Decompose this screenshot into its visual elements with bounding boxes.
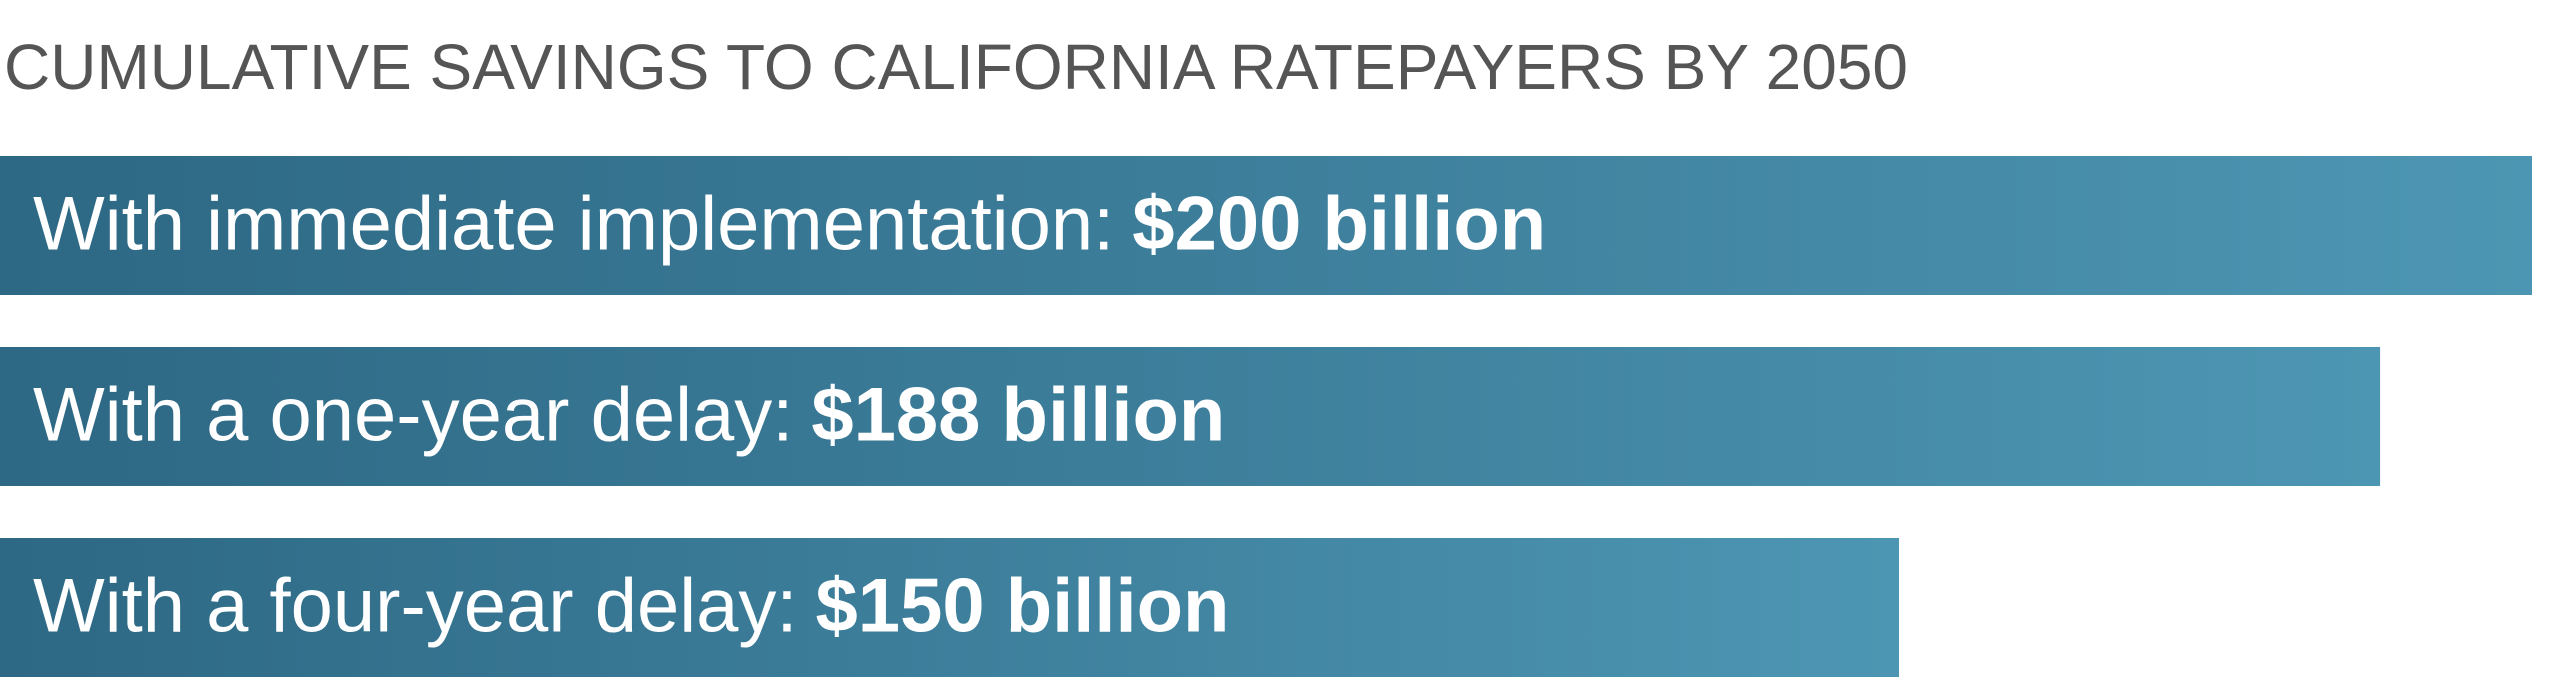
value-label: $200 billion: [1132, 182, 1546, 267]
bar: [0, 347, 2381, 486]
bar-label: With a four-year delay: $150 billion: [33, 564, 1229, 649]
bar: [0, 156, 2532, 295]
value-label: $150 billion: [816, 564, 1230, 649]
chart-title: CUMULATIVE SAVINGS TO CALIFORNIA RATEPAY…: [4, 31, 1908, 103]
value-label: $188 billion: [811, 373, 1225, 458]
category-label: With a one-year delay:: [33, 373, 793, 458]
bar: [0, 538, 1899, 677]
bar-label: With immediate implementation: $200 billi…: [33, 182, 1546, 267]
bar-label: With a one-year delay: $188 billion: [33, 373, 1225, 458]
category-label: With immediate implementation:: [33, 182, 1114, 267]
category-label: With a four-year delay:: [33, 564, 798, 649]
